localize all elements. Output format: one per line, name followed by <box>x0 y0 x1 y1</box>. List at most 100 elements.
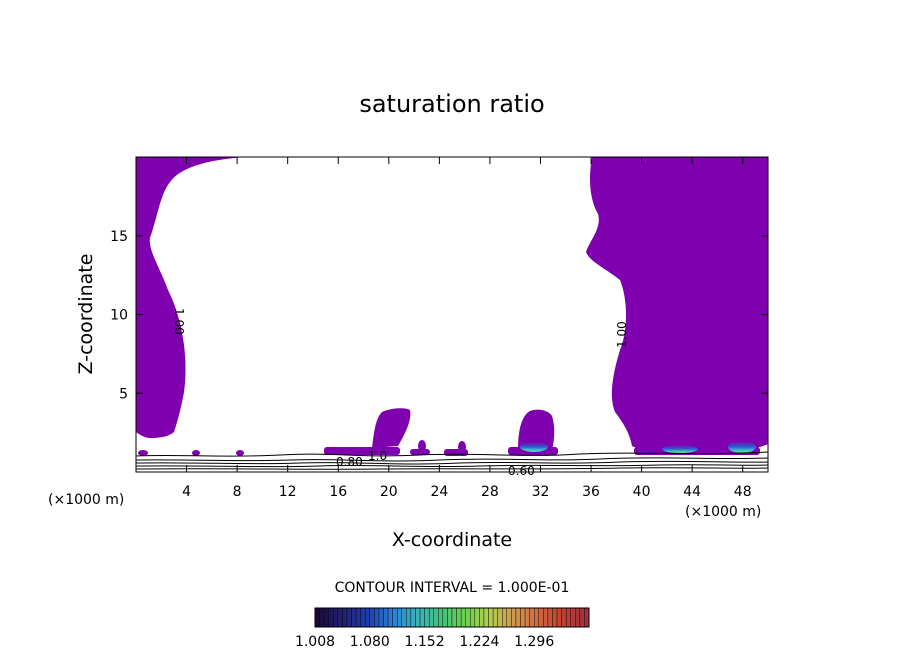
x-tick-label: 8 <box>233 484 242 500</box>
colorbar-frame <box>314 607 590 628</box>
colorbar-swatch <box>474 607 480 628</box>
cloud-spot-23 <box>418 440 426 452</box>
colorbar-swatch <box>387 607 393 628</box>
colorbar-swatch <box>565 607 571 628</box>
high-ratio-spot-48 <box>728 441 756 453</box>
colorbar-swatch <box>456 607 462 628</box>
colorbar-tick-label: 1.296 <box>514 634 554 650</box>
colorbar-swatch <box>447 607 453 628</box>
cloud-spot-1 <box>138 450 148 456</box>
x-tick-label: 40 <box>633 484 651 500</box>
x-tick-label: 32 <box>532 484 550 500</box>
colorbar-swatch <box>406 607 412 628</box>
colorbar-swatch <box>365 607 371 628</box>
colorbar-swatch <box>561 607 567 628</box>
colorbar-swatch <box>497 607 503 628</box>
contour-label-right: 1.00 <box>615 321 629 348</box>
colorbar-swatch <box>511 607 517 628</box>
colorbar-tick-label: 1.008 <box>295 634 335 650</box>
x-unit-right: (×1000 m) <box>685 504 761 520</box>
y-ticks: 5 10 15 <box>110 229 768 402</box>
left-cloud-region <box>136 157 245 438</box>
colorbar-swatch <box>552 607 558 628</box>
colorbar-swatch <box>479 607 485 628</box>
colorbar-swatch <box>543 607 549 628</box>
colorbar-swatch <box>378 607 384 628</box>
colorbar-swatch <box>520 607 526 628</box>
colorbar-swatch <box>314 607 320 628</box>
colorbar-tick-labels: 1.008 1.080 1.152 1.224 1.296 <box>295 634 554 650</box>
right-cloud-region <box>586 157 768 453</box>
colorbar-tick-label: 1.152 <box>405 634 445 650</box>
x-tick-label: 48 <box>734 484 752 500</box>
y-tick-label: 15 <box>110 229 128 245</box>
colorbar-swatch <box>360 607 366 628</box>
colorbar-swatch <box>419 607 425 628</box>
colorbar-swatch <box>492 607 498 628</box>
cloud-strip-23 <box>410 449 430 455</box>
colorbar-swatch <box>333 607 339 628</box>
colorbar-swatch <box>323 607 329 628</box>
colorbar-swatch <box>538 607 544 628</box>
colorbar-swatch <box>451 607 457 628</box>
x-axis-label: X-coordinate <box>392 529 512 551</box>
colorbar-swatch <box>401 607 407 628</box>
colorbar-swatch <box>410 607 416 628</box>
colorbar-swatch <box>547 607 553 628</box>
x-tick-label: 4 <box>182 484 191 500</box>
colorbar-swatch <box>351 607 357 628</box>
contour-label-left: 1.00 <box>172 308 186 335</box>
supersaturation-fill <box>136 157 768 456</box>
colorbar-swatch <box>579 607 585 628</box>
cloud-bubble-20 <box>372 408 411 448</box>
y-axis-label: Z-coordinate <box>75 254 97 375</box>
cloud-strip-16 <box>324 447 400 455</box>
cloud-spot-27 <box>458 441 466 453</box>
colorbar-swatch <box>397 607 402 628</box>
colorbar-swatch <box>488 607 494 628</box>
contour-interval-text: CONTOUR INTERVAL = 1.000E-01 <box>335 580 570 596</box>
colorbar-swatch <box>319 607 325 628</box>
colorbar-swatch <box>524 607 530 628</box>
x-unit-left: (×1000 m) <box>48 492 124 508</box>
colorbar-swatch <box>337 607 343 628</box>
y-tick-label: 10 <box>110 308 128 324</box>
colorbar <box>314 607 590 628</box>
x-tick-label: 20 <box>380 484 398 500</box>
x-tick-label: 24 <box>430 484 448 500</box>
high-ratio-spot-43 <box>662 445 698 453</box>
x-tick-label: 12 <box>279 484 297 500</box>
colorbar-swatch <box>433 607 439 628</box>
colorbar-swatch <box>460 607 466 628</box>
colorbar-swatch <box>415 607 421 628</box>
chart-title: saturation ratio <box>359 90 544 118</box>
colorbar-swatch <box>506 607 512 628</box>
colorbar-swatch <box>355 607 361 628</box>
colorbar-swatch <box>374 607 380 628</box>
colorbar-swatch <box>424 607 430 628</box>
colorbar-swatch <box>502 607 508 628</box>
colorbar-swatch <box>369 607 375 628</box>
cloud-spot-8 <box>236 450 244 456</box>
colorbar-swatch <box>392 607 398 628</box>
x-tick-label: 28 <box>481 484 499 500</box>
colorbar-swatch <box>428 607 434 628</box>
cloud-bubble-32 <box>518 409 555 450</box>
colorbar-swatch <box>346 607 352 628</box>
colorbar-tick-label: 1.080 <box>350 634 390 650</box>
colorbar-swatch <box>470 607 476 628</box>
colorbar-swatch <box>383 607 389 628</box>
colorbar-swatch <box>483 607 489 628</box>
colorbar-swatch <box>529 607 535 628</box>
colorbar-swatch <box>584 607 590 628</box>
x-tick-label: 44 <box>683 484 701 500</box>
y-tick-label: 5 <box>119 386 128 402</box>
colorbar-swatch <box>570 607 576 628</box>
cloud-spot-5 <box>192 450 200 456</box>
contour-lines <box>136 451 768 470</box>
contour-label-080: 0.80 <box>336 455 363 469</box>
x-tick-label: 36 <box>582 484 600 500</box>
x-tick-label: 16 <box>329 484 347 500</box>
colorbar-swatch <box>442 607 448 628</box>
